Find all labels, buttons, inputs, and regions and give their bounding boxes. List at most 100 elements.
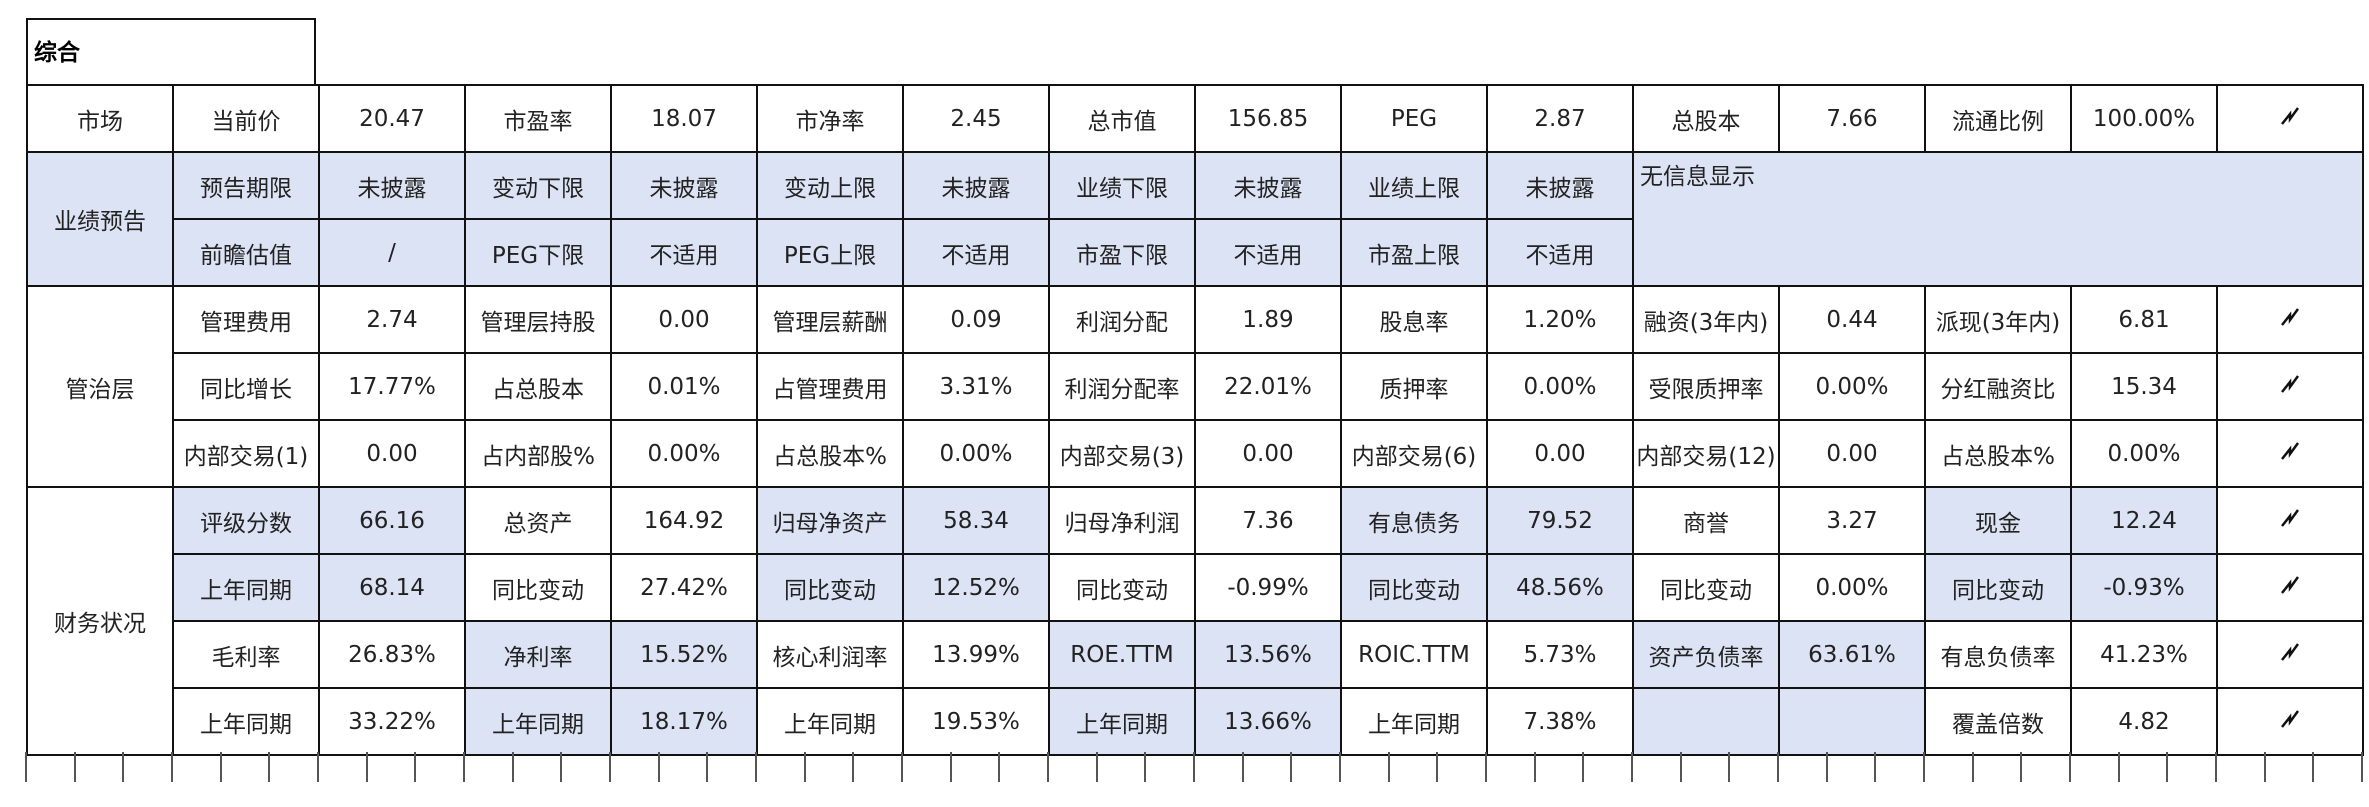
grid-tick [511, 752, 514, 782]
table-cell: 同比变动 [464, 553, 612, 622]
table-cell: 18.17% [610, 687, 758, 756]
summary-table: 市场 当前价 20.47 市盈率 18.07 市净率 2.45 总市值 156.85 PEG 2.8… [26, 84, 2364, 756]
table-cell: 1.20% [1486, 285, 1634, 354]
table-cell: 质押率 [1340, 352, 1488, 421]
table-cell: 覆盖倍数 [1924, 687, 2072, 756]
table-cell: 5.73% [1486, 620, 1634, 689]
table-cell: 利润分配率 [1048, 352, 1196, 421]
grid-tick [1290, 752, 1293, 782]
table-cell: 毛利率 [172, 620, 320, 689]
table-cell: 内部交易(6) [1340, 419, 1488, 488]
table-cell: 有息债务 [1340, 486, 1488, 555]
chart-icon [2281, 709, 2300, 728]
table-cell: 6.81 [2070, 285, 2218, 354]
chart-button[interactable] [2216, 419, 2364, 488]
table-cell: ROIC.TTM [1340, 620, 1488, 689]
table-cell: -0.93% [2070, 553, 2218, 622]
chart-button[interactable] [2216, 687, 2364, 756]
chart-button[interactable] [2216, 352, 2364, 421]
table-cell: 占总股本 [464, 352, 612, 421]
chart-icon [2281, 441, 2300, 460]
grid-tick [2361, 752, 2363, 782]
grid-tick [1533, 752, 1536, 782]
table-cell: 156.85 [1194, 84, 1342, 153]
table-cell: 未披露 [902, 151, 1050, 220]
chart-icon [2281, 508, 2300, 527]
table-cell: 未披露 [1194, 151, 1342, 220]
table-cell: 占总股本% [756, 419, 904, 488]
table-cell: 不适用 [1486, 218, 1634, 287]
chart-button[interactable] [2216, 620, 2364, 689]
table-cell: 12.24 [2070, 486, 2218, 555]
chart-button[interactable] [2216, 486, 2364, 555]
table-cell: 现金 [1924, 486, 2072, 555]
table-cell: 41.23% [2070, 620, 2218, 689]
table-cell: 164.92 [610, 486, 758, 555]
table-cell: 管理费用 [172, 285, 320, 354]
table-cell: 融资(3年内) [1632, 285, 1780, 354]
grid-tick [365, 752, 368, 782]
chart-icon [2281, 374, 2300, 393]
table-cell: 0.01% [610, 352, 758, 421]
table-cell: 58.34 [902, 486, 1050, 555]
grid-tick [1679, 752, 1682, 782]
chart-button[interactable] [2216, 84, 2364, 153]
grid-tick [1047, 752, 1049, 782]
table-cell: 0.00 [1486, 419, 1634, 488]
grid-tick [1387, 752, 1390, 782]
table-cell: 2.45 [902, 84, 1050, 153]
table-cell: 上年同期 [1340, 687, 1488, 756]
table-cell: PEG [1340, 84, 1488, 153]
table-cell: PEG上限 [756, 218, 904, 287]
table-cell: 总市值 [1048, 84, 1196, 153]
grid-tick [560, 752, 563, 782]
table-cell: 2.87 [1486, 84, 1634, 153]
grid-tick [2215, 752, 2217, 782]
table-cell: 未披露 [318, 151, 466, 220]
chart-button[interactable] [2216, 553, 2364, 622]
table-cell: / [318, 218, 466, 287]
grid-tick [1095, 752, 1098, 782]
grid-tick [1241, 752, 1244, 782]
grid-tick [2312, 752, 2315, 782]
table-cell: 内部交易(1) [172, 419, 320, 488]
table-cell: 财务状况 [26, 486, 174, 756]
table-cell: 业绩预告 [26, 151, 174, 287]
table-cell: 48.56% [1486, 553, 1634, 622]
table-cell: 0.09 [902, 285, 1050, 354]
table-cell: 内部交易(12) [1632, 419, 1780, 488]
table-cell: 上年同期 [756, 687, 904, 756]
table-cell: 占管理费用 [756, 352, 904, 421]
table-cell: 12.52% [902, 553, 1050, 622]
grid-tick [1436, 752, 1439, 782]
table-cell: 流通比例 [1924, 84, 2072, 153]
table-cell: 市净率 [756, 84, 904, 153]
table-cell: PEG下限 [464, 218, 612, 287]
chart-button[interactable] [2216, 285, 2364, 354]
table-cell: 上年同期 [172, 687, 320, 756]
table-cell: 0.00% [902, 419, 1050, 488]
grid-tick [1193, 752, 1195, 782]
table-cell: 3.27 [1778, 486, 1926, 555]
table-cell: 13.56% [1194, 620, 1342, 689]
table-cell: 18.07 [610, 84, 758, 153]
table-cell: 15.52% [610, 620, 758, 689]
grid-tick [1144, 752, 1147, 782]
table-cell: 管治层 [26, 285, 174, 488]
table-cell: 15.34 [2070, 352, 2218, 421]
table-cell: 上年同期 [464, 687, 612, 756]
table-cell: 上年同期 [1048, 687, 1196, 756]
table-cell: 66.16 [318, 486, 466, 555]
table-cell: 不适用 [902, 218, 1050, 287]
grid-tick [1728, 752, 1731, 782]
table-cell: 利润分配 [1048, 285, 1196, 354]
grid-tick [25, 752, 27, 782]
table-cell: 变动下限 [464, 151, 612, 220]
table-cell: 33.22% [318, 687, 466, 756]
table-cell: 0.00% [610, 419, 758, 488]
table-cell: 受限质押率 [1632, 352, 1780, 421]
table-cell: 同比变动 [1924, 553, 2072, 622]
table-cell: 同比增长 [172, 352, 320, 421]
table-cell: 7.66 [1778, 84, 1926, 153]
grid-tick [171, 752, 173, 782]
